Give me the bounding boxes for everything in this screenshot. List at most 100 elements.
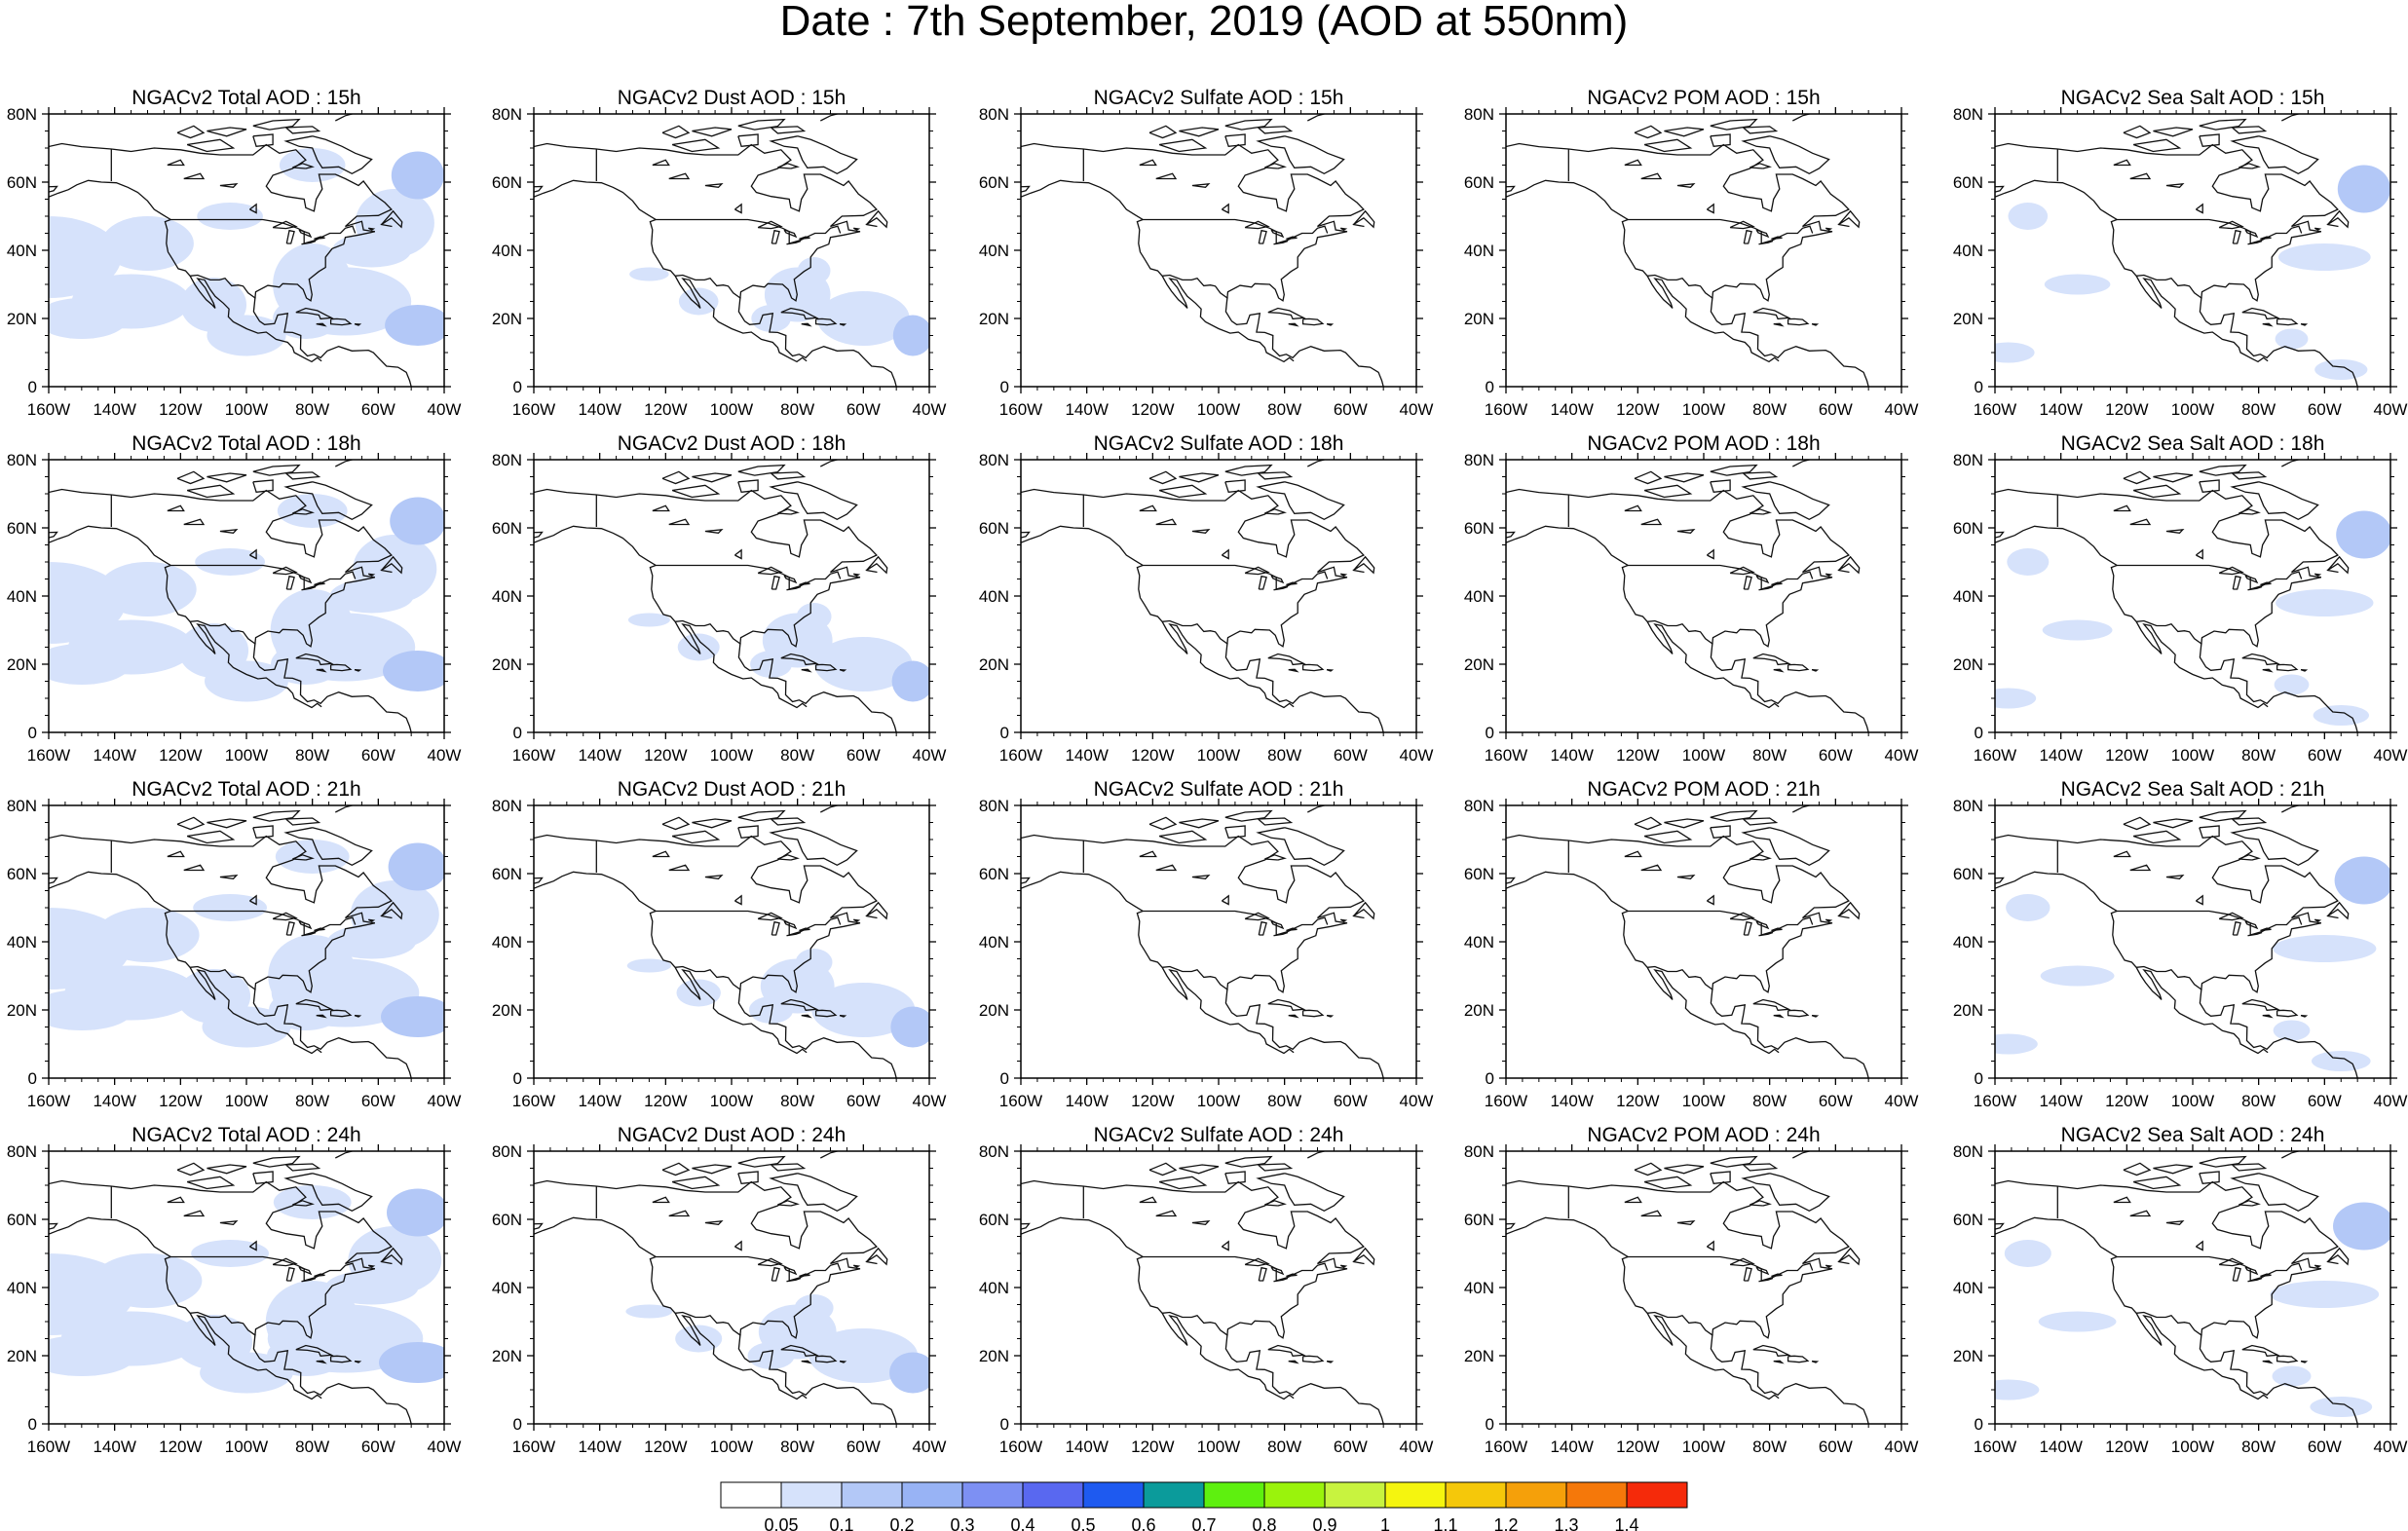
map-panel: NGACv2 Sulfate AOD : 21h 160W 140W 120W 100W… [979, 778, 1434, 1110]
lat-tick-label: 80N [1464, 797, 1494, 815]
coastline [354, 322, 362, 326]
lon-tick-label: 120W [1616, 1438, 1659, 1456]
lon-tick-label: 140W [2039, 746, 2082, 765]
coastline [1771, 927, 1783, 932]
aod-shading [381, 996, 444, 1037]
map-panel: NGACv2 Total AOD : 15h 160W 140W 120W 100W 80… [7, 87, 462, 419]
lon-tick-label: 140W [2039, 1092, 2082, 1110]
coastline [1179, 472, 1220, 483]
coastline [1286, 1273, 1298, 1278]
coastline [354, 668, 362, 672]
lat-tick-label: 40N [492, 242, 522, 260]
panel-title: NGACv2 POM AOD : 21h [1587, 778, 1820, 801]
lon-tick-label: 100W [225, 1092, 268, 1110]
coastline [1741, 1173, 1830, 1213]
coastline [1301, 1009, 1325, 1018]
lon-tick-label: 40W [913, 400, 947, 419]
lat-tick-label: 20N [7, 1001, 37, 1020]
lat-tick-label: 0 [1000, 378, 1009, 396]
coastline [661, 125, 691, 139]
coastline [1244, 1257, 1270, 1267]
coastline [777, 1200, 800, 1207]
lon-tick-label: 100W [2171, 1092, 2214, 1110]
coastline [1664, 472, 1705, 483]
lat-tick-label: 0 [1975, 1069, 1983, 1088]
lon-tick-label: 80W [1267, 1092, 1301, 1110]
coastline [1710, 464, 1758, 476]
coastline [1352, 915, 1365, 919]
coastline [2327, 1247, 2350, 1266]
aod-shading [1995, 1033, 2038, 1055]
lon-tick-label: 60W [1334, 1092, 1368, 1110]
aod-shading [2270, 1281, 2380, 1308]
coastline [292, 508, 315, 515]
lon-tick-label: 140W [1550, 1438, 1593, 1456]
coastline [1191, 528, 1211, 534]
lon-tick-label: 160W [27, 400, 70, 419]
lon-tick-label: 120W [1616, 1092, 1659, 1110]
coastline [2281, 460, 2302, 467]
aod-shading [49, 990, 133, 1030]
coastline [1755, 229, 1770, 239]
coastline [283, 1173, 373, 1213]
coastline [2123, 816, 2152, 831]
coastline [1273, 931, 1289, 937]
coastline [1825, 918, 1833, 922]
coastline [2117, 564, 2303, 590]
coastline [1267, 307, 1306, 320]
aod-shading [391, 151, 444, 200]
coastline [1710, 133, 1731, 148]
coastline [2314, 573, 2322, 577]
lon-tick-label: 100W [710, 400, 753, 419]
coastline [329, 1009, 353, 1018]
coastline [219, 874, 239, 879]
aod-shading [677, 633, 720, 661]
coastline [1995, 142, 2358, 387]
lon-tick-label: 100W [2171, 1438, 2214, 1456]
coastline [534, 488, 897, 732]
aod-shading [2314, 359, 2368, 380]
coastline [295, 998, 334, 1011]
lon-tick-label: 40W [1885, 1438, 1919, 1456]
lat-tick-label: 40N [979, 242, 1009, 260]
aod-shading [751, 305, 791, 332]
coastline [1838, 209, 1861, 229]
coastline [1628, 1255, 1814, 1282]
coastline [1224, 133, 1246, 148]
coastline [292, 163, 315, 169]
coastline [1270, 1266, 1285, 1276]
coastline [1743, 471, 1779, 480]
aod-shading [277, 494, 348, 528]
lat-tick-label: 20N [1464, 310, 1494, 328]
coastline [1624, 159, 1642, 167]
coastline [1339, 918, 1348, 922]
coastline [1148, 470, 1178, 485]
coastline [49, 142, 412, 387]
colorbar-swatch [901, 1481, 963, 1509]
lon-tick-label: 100W [1197, 1092, 1240, 1110]
aod-shading [324, 1270, 419, 1305]
coastline [298, 229, 313, 239]
lon-tick-label: 40W [1885, 1092, 1919, 1110]
lon-tick-label: 100W [2171, 746, 2214, 765]
lon-tick-label: 140W [93, 1092, 135, 1110]
coastline [1640, 518, 1663, 526]
coastline [283, 481, 373, 521]
coastline [1021, 488, 1384, 732]
coastline [1155, 518, 1178, 526]
coastline [2218, 912, 2244, 921]
lat-tick-label: 60N [7, 173, 37, 192]
coastline [2165, 182, 2185, 188]
colorbar-swatch [1324, 1481, 1386, 1509]
lat-tick-label: 80N [979, 1142, 1009, 1161]
coastline [783, 920, 798, 930]
aod-shading [1995, 342, 2035, 363]
coastline [534, 871, 808, 1055]
coastline [1771, 581, 1783, 586]
coastline [2196, 894, 2203, 906]
coastline [1707, 1240, 1714, 1251]
map-panel: NGACv2 Total AOD : 21h 160W 140W 120W 100W 80… [7, 778, 462, 1110]
coastline [314, 1273, 325, 1278]
coastline [1743, 1163, 1779, 1172]
coastline [2196, 1240, 2203, 1251]
